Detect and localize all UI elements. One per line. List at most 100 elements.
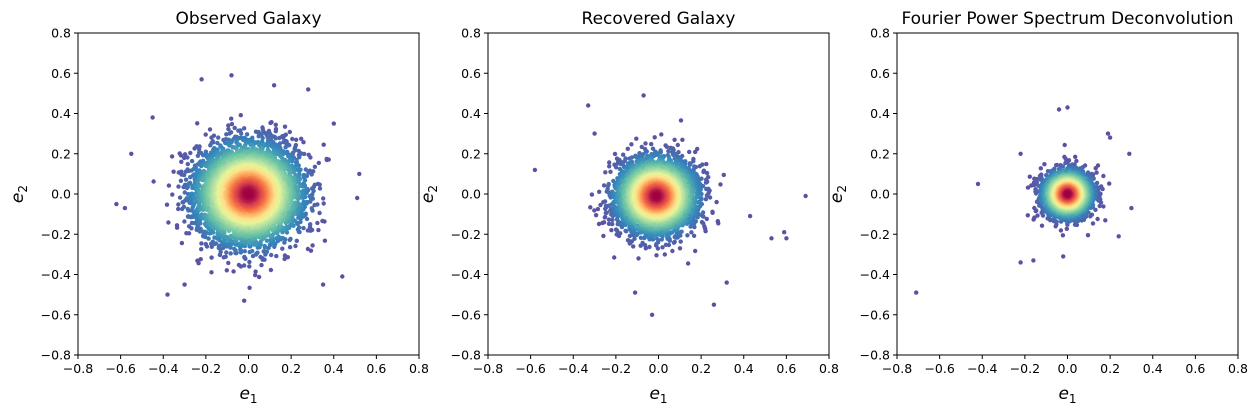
data-point [256, 134, 261, 139]
data-point [231, 269, 236, 274]
data-point [166, 220, 171, 225]
data-point [183, 177, 189, 182]
subplot-1: −0.8 −0.6 −0.4 −0.2 0.0 0.2 0.4 0.6 0.8−0.8−0.6−… [8, 9, 429, 406]
data-point [316, 227, 321, 233]
data-point [242, 298, 247, 303]
data-point [238, 247, 243, 252]
data-point [176, 184, 181, 189]
data-point [303, 167, 308, 172]
data-point [242, 263, 247, 268]
data-point [195, 121, 200, 126]
data-point [179, 159, 184, 164]
data-point [267, 242, 273, 247]
data-point [192, 146, 197, 151]
data-point [203, 132, 208, 137]
data-point [256, 274, 262, 280]
data-point [282, 253, 288, 258]
data-point [235, 143, 240, 148]
data-point [255, 250, 260, 255]
data-point [215, 140, 220, 146]
data-point [195, 153, 201, 158]
data-point [166, 183, 172, 188]
data-point [236, 262, 242, 268]
data-point [182, 155, 187, 161]
data-point [320, 282, 326, 287]
data-point [206, 236, 211, 241]
data-point [258, 254, 263, 260]
data-point [283, 145, 288, 150]
data-point [309, 206, 314, 211]
data-point [190, 185, 195, 191]
data-point [301, 174, 306, 180]
data-point [287, 129, 292, 135]
data-point [198, 226, 203, 231]
data-point [177, 195, 183, 200]
data-point [271, 83, 277, 88]
data-point [198, 257, 203, 262]
data-point [185, 161, 190, 167]
data-point [340, 274, 345, 279]
data-point [315, 220, 320, 226]
data-point [226, 126, 231, 132]
data-point [253, 269, 258, 274]
data-point [297, 225, 302, 230]
data-point [274, 236, 279, 241]
data-point [224, 268, 229, 273]
data-point [242, 145, 248, 151]
data-point [310, 186, 315, 191]
data-point [312, 202, 317, 208]
data-point [165, 292, 170, 297]
data-point [209, 135, 214, 140]
data-point [253, 272, 258, 278]
data-point [357, 171, 362, 177]
data-point [211, 140, 216, 145]
data-point [273, 129, 278, 134]
data-point [217, 243, 222, 248]
data-point [224, 250, 229, 255]
data-point [185, 155, 190, 160]
data-point [297, 155, 302, 160]
data-point [199, 77, 204, 82]
data-point [296, 215, 301, 220]
data-point [247, 259, 252, 265]
data-point [187, 180, 193, 185]
data-point [213, 241, 219, 246]
data-point [150, 115, 155, 120]
data-point [282, 256, 287, 262]
data-point [174, 223, 180, 228]
data-point [268, 267, 274, 273]
data-point [262, 243, 267, 249]
scatter-points [114, 73, 362, 303]
data-point [286, 154, 291, 159]
data-point [293, 243, 298, 249]
data-point [299, 189, 304, 195]
data-point [301, 140, 306, 145]
data-point [242, 254, 247, 260]
data-point [226, 260, 231, 266]
data-point [280, 246, 285, 251]
data-point [181, 172, 187, 178]
data-point [287, 245, 293, 250]
data-point [242, 249, 247, 254]
data-point [199, 241, 204, 246]
data-point [294, 137, 299, 142]
data-point [247, 285, 252, 290]
data-point [288, 236, 293, 242]
data-point [306, 87, 311, 92]
data-point [169, 154, 175, 159]
data-point [259, 262, 264, 268]
data-point [227, 143, 232, 148]
data-point [261, 249, 266, 254]
data-point [277, 135, 282, 141]
data-point [182, 152, 188, 157]
data-point [295, 167, 300, 172]
data-point [355, 195, 360, 201]
data-point [316, 160, 321, 166]
data-point [304, 216, 310, 222]
data-point [199, 247, 204, 252]
data-point [244, 132, 250, 137]
data-point [307, 194, 312, 199]
data-point [274, 253, 279, 259]
data-point [228, 251, 233, 256]
data-point [129, 151, 134, 156]
